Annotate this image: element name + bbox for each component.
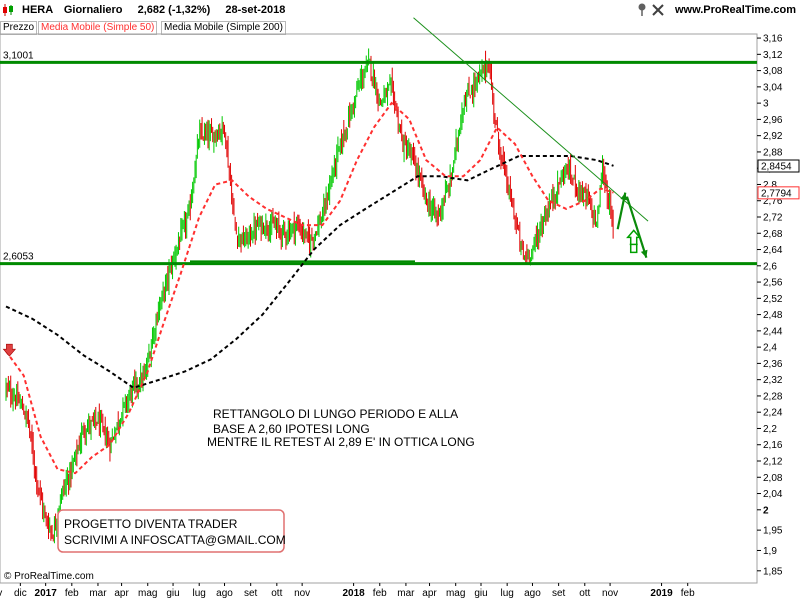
- y-tick-label: 2: [763, 505, 769, 516]
- x-tick-label: set: [552, 588, 566, 599]
- x-tick-label: 2018: [342, 588, 365, 599]
- date-label: 28-set-2018: [225, 4, 286, 16]
- copyright-label: © ProRealTime.com: [4, 571, 94, 582]
- x-tick-label: apr: [114, 588, 129, 599]
- period-label: Giornaliero: [63, 4, 123, 16]
- y-tick-label: 2,44: [763, 326, 783, 337]
- annotation-text-3: MENTRE IL RETEST AI 2,89 E' IN OTTICA LO…: [207, 435, 475, 449]
- ma200-line: [5, 155, 614, 389]
- annotation-text-2: BASE A 2,60 IPOTESI LONG: [213, 422, 370, 436]
- x-tick-label: lug: [193, 588, 206, 599]
- y-tick-label: 2,92: [763, 131, 783, 142]
- y-tick-label: 2,72: [763, 213, 783, 224]
- x-tick-label: 2019: [650, 588, 673, 599]
- x-tick-label: mag: [446, 588, 465, 599]
- symbol-label: HERA: [22, 4, 53, 16]
- y-tick-label: 2,12: [763, 457, 783, 468]
- y-tick-label: 2,56: [763, 278, 783, 289]
- levels: 3,1001 2,6053: [0, 50, 757, 266]
- line-down-arrow: [625, 196, 648, 259]
- x-tick-label: 2017: [35, 588, 58, 599]
- y-tick-label: 1,9: [763, 546, 777, 557]
- y-tick-label: 2,64: [763, 245, 783, 256]
- trendline: [413, 17, 649, 222]
- x-tick-label: mag: [138, 588, 157, 599]
- y-tick-label: 3,16: [763, 34, 783, 45]
- y-tick-label: 2,28: [763, 391, 783, 402]
- y-tick-label: 2,16: [763, 440, 783, 451]
- x-tick-label: ott: [579, 588, 590, 599]
- line-up-arrow-head: [620, 192, 628, 201]
- x-tick-label: feb: [681, 588, 695, 599]
- y-tick-label: 3,04: [763, 82, 783, 93]
- plot-frame: [0, 33, 758, 584]
- y-tick-label: 2,8: [763, 180, 777, 191]
- x-tick-label: giu: [474, 588, 487, 599]
- x-tick-label: lug: [500, 588, 513, 599]
- y-tick-label: 3,12: [763, 50, 783, 61]
- x-tick-label: feb: [65, 588, 79, 599]
- x-tick-label: nov: [602, 588, 618, 599]
- y-tick-label: 2,04: [763, 489, 783, 500]
- x-tick-label: nov: [0, 588, 2, 599]
- hollow-up-arrow: [626, 229, 642, 254]
- y-tick-label: 2,24: [763, 408, 783, 419]
- y-tick-label: 2,96: [763, 115, 783, 126]
- chart-header: HERA Giornaliero 2,682 (-1,32%) 28-set-2…: [0, 0, 800, 21]
- annotation-text-1: RETTANGOLO DI LUNGO PERIODO E ALLA: [213, 407, 458, 421]
- contact-box: [57, 509, 285, 553]
- contact-line-1: PROGETTO DIVENTA TRADER: [64, 517, 238, 531]
- price-tag: [757, 159, 800, 173]
- y-tick-label: 2,52: [763, 294, 783, 305]
- x-tick-label: apr: [422, 588, 437, 599]
- y-tick-label: 2,4: [763, 343, 777, 354]
- x-tick-label: ott: [271, 588, 282, 599]
- y-tick-label: 2,32: [763, 375, 783, 386]
- grid: [0, 33, 758, 584]
- x-tick-label: mar: [89, 588, 107, 599]
- y-tick-label: 2,2: [763, 424, 777, 435]
- last-price-label: 2,682 (-1,32%): [137, 4, 211, 16]
- x-tick-label: dic: [14, 588, 27, 599]
- price-tag-label: 2,8454: [761, 162, 792, 173]
- price-tag: [757, 186, 800, 200]
- chart-title: HERA Giornaliero 2,682 (-1,32%) 28-set-2…: [22, 4, 285, 16]
- pin-icon[interactable]: [636, 3, 648, 17]
- y-tick-label: 3,08: [763, 66, 783, 77]
- y-tick-label: 2,76: [763, 196, 783, 207]
- axes: 3,163,123,083,0432,962,922,882,842,82,76…: [0, 34, 800, 599]
- x-tick-label: feb: [373, 588, 387, 599]
- y-tick-label: 2,36: [763, 359, 783, 370]
- candlestick-icon[interactable]: [2, 4, 14, 16]
- site-label[interactable]: www.ProRealTime.com: [674, 4, 796, 16]
- line-down-arrow-head: [640, 249, 648, 258]
- x-tick-label: mar: [397, 588, 415, 599]
- ma50-line: [5, 101, 614, 475]
- x-tick-label: nov: [294, 588, 310, 599]
- price-tag-label: 2,7794: [761, 188, 792, 199]
- y-tick-label: 3: [763, 99, 769, 110]
- y-tick-label: 2,68: [763, 229, 783, 240]
- x-tick-label: set: [244, 588, 258, 599]
- x-tick-label: ago: [524, 588, 541, 599]
- candles: [5, 48, 614, 544]
- y-tick-label: 2,88: [763, 147, 783, 158]
- down-arrow-marker: [2, 343, 17, 357]
- level-label: 3,1001: [3, 50, 34, 61]
- contact-line-2: SCRIVIMI A INFOSCATTA@GMAIL.COM: [64, 533, 286, 547]
- y-tick-label: 2,48: [763, 310, 783, 321]
- y-tick-label: 1,85: [763, 566, 783, 577]
- close-icon[interactable]: [652, 4, 664, 16]
- y-tick-label: 1,95: [763, 526, 783, 537]
- level-label: 2,6053: [3, 252, 34, 263]
- y-tick-label: 2,08: [763, 473, 783, 484]
- x-tick-label: giu: [166, 588, 179, 599]
- arrows: [2, 192, 648, 357]
- y-tick-label: 2,6: [763, 261, 777, 272]
- x-tick-label: ago: [216, 588, 233, 599]
